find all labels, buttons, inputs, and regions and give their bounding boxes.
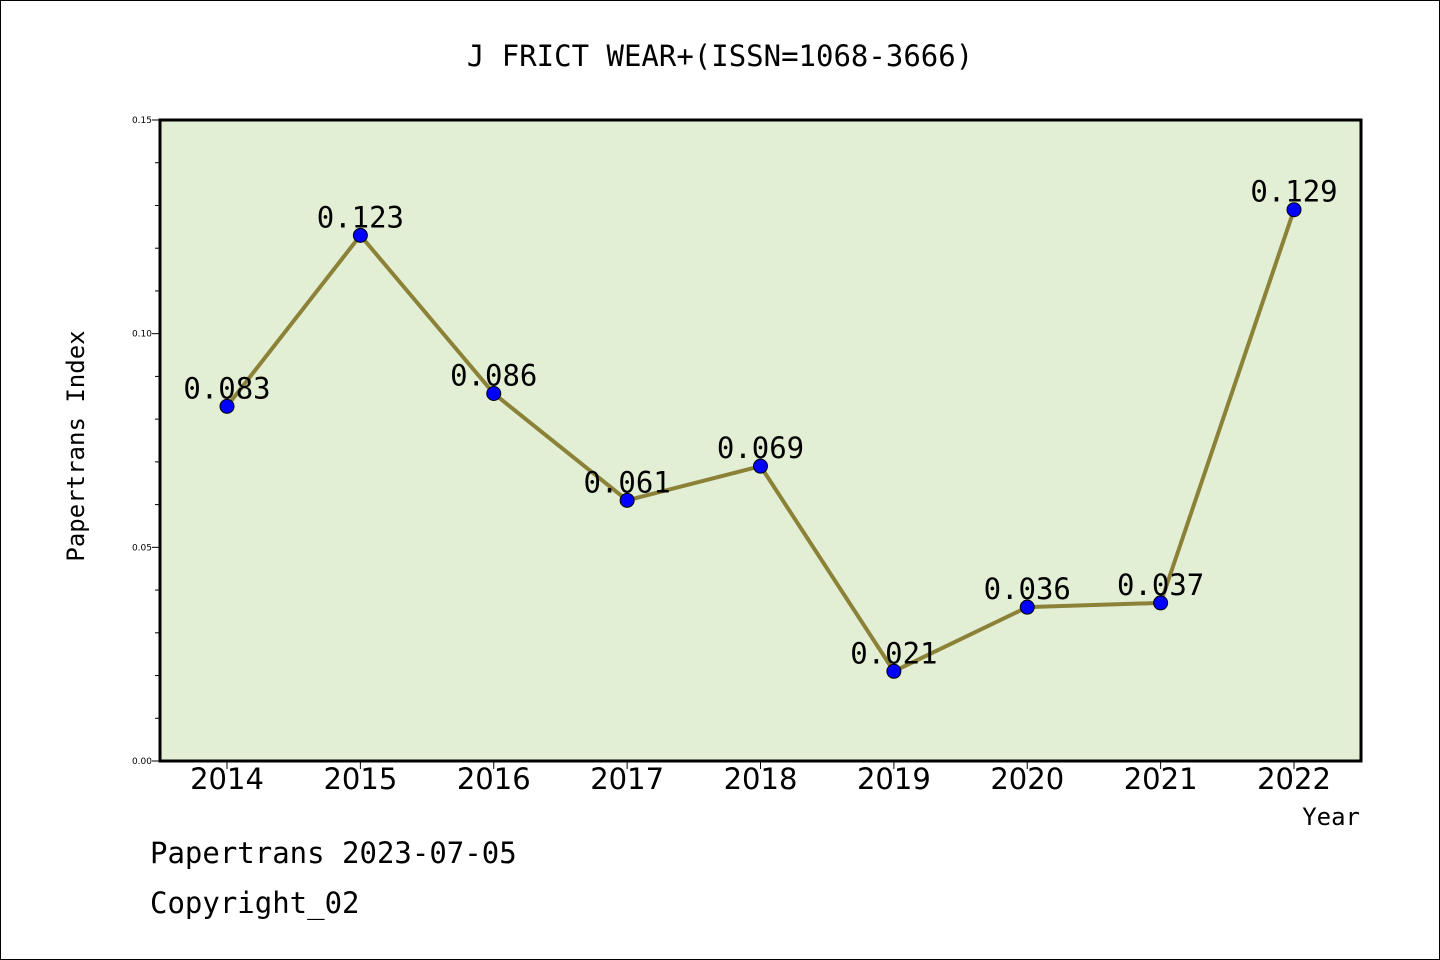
footer-date: Papertrans 2023-07-05 bbox=[150, 836, 517, 870]
x-tick-label: 2016 bbox=[457, 762, 531, 796]
y-tick-label: 0.05 bbox=[132, 543, 152, 553]
x-tick-label: 2014 bbox=[190, 762, 264, 796]
y-tick-label: 0.10 bbox=[132, 330, 152, 340]
x-tick-label: 2022 bbox=[1257, 762, 1331, 796]
x-axis-label: Year bbox=[1302, 803, 1360, 831]
data-point bbox=[619, 492, 635, 508]
x-tick-label: 2019 bbox=[857, 762, 931, 796]
x-tick-label: 2018 bbox=[724, 762, 798, 796]
y-tick-label: 0.00 bbox=[132, 757, 152, 767]
data-point bbox=[352, 227, 368, 243]
x-tick-label: 2021 bbox=[1124, 762, 1198, 796]
y-tick-label: 0.15 bbox=[132, 116, 152, 126]
data-point bbox=[486, 385, 502, 401]
data-point bbox=[753, 458, 768, 474]
data-point bbox=[886, 663, 902, 679]
data-point bbox=[1019, 599, 1035, 615]
plot-area bbox=[158, 118, 1363, 763]
x-tick-label: 2017 bbox=[590, 762, 664, 796]
y-axis-label: Papertrans Index bbox=[62, 330, 90, 561]
data-point bbox=[1286, 202, 1302, 218]
data-point bbox=[219, 398, 235, 414]
x-tick-label: 2015 bbox=[323, 762, 397, 796]
x-axis: 2014 2015 2016 2017 2018 2019 2020 2021 2022 bbox=[190, 761, 1331, 796]
footer-copyright: Copyright_02 bbox=[150, 886, 360, 920]
x-tick-label: 2020 bbox=[990, 762, 1064, 796]
chart-title: J FRICT WEAR+(ISSN=1068-3666) bbox=[467, 39, 973, 73]
data-point bbox=[1153, 595, 1169, 611]
y-axis: 0.00 0.05 0.10 0.15 bbox=[132, 116, 160, 767]
